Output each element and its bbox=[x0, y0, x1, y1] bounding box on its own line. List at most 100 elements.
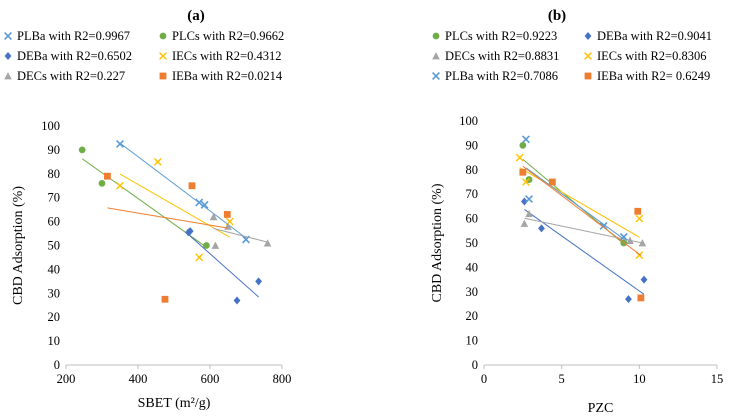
data-point bbox=[203, 242, 210, 249]
legend-item: IEBa with R2=0.0214 bbox=[159, 69, 283, 83]
trendline bbox=[525, 167, 625, 240]
y-tick-label: 20 bbox=[48, 310, 61, 324]
legend-marker bbox=[432, 72, 440, 80]
y-axis-label: CBD Adsorption (%) bbox=[11, 186, 26, 305]
legend-item: DECs with R2=0.8831 bbox=[432, 49, 559, 63]
data-point bbox=[223, 211, 231, 218]
data-point-shape bbox=[153, 157, 162, 166]
legend-item: PLCs with R2=0.9223 bbox=[432, 29, 557, 43]
panel-label: (a) bbox=[187, 8, 205, 24]
data-point-shape bbox=[538, 224, 545, 233]
legend-marker-shape bbox=[159, 32, 167, 40]
y-tick-label: 40 bbox=[48, 262, 61, 276]
legend-label: IECs with R2=0.8306 bbox=[597, 49, 707, 63]
legend-marker bbox=[4, 72, 12, 80]
legend-label: PLBa with R2=0.7086 bbox=[445, 69, 558, 83]
trendline bbox=[522, 165, 642, 256]
legend-marker bbox=[432, 32, 440, 40]
data-point bbox=[186, 227, 194, 236]
data-point-shape bbox=[599, 221, 608, 230]
data-point bbox=[200, 200, 209, 209]
legend-marker bbox=[4, 52, 12, 60]
data-point-shape bbox=[209, 212, 218, 221]
y-tick-label: 0 bbox=[472, 358, 478, 372]
trendline bbox=[524, 209, 645, 295]
data-point bbox=[519, 142, 527, 149]
data-point bbox=[255, 277, 262, 286]
legend-marker bbox=[584, 32, 592, 40]
x-tick-label: 800 bbox=[273, 372, 292, 386]
data-point bbox=[635, 214, 644, 223]
legend-marker bbox=[159, 52, 167, 60]
data-point bbox=[548, 178, 556, 186]
panel-label: (b) bbox=[548, 8, 566, 24]
y-tick-label: 60 bbox=[48, 215, 61, 229]
legend-marker-shape bbox=[432, 32, 440, 40]
data-point-shape bbox=[104, 172, 111, 180]
legend-marker bbox=[159, 72, 167, 80]
x-tick-label: 15 bbox=[711, 372, 724, 386]
y-tick-label: 70 bbox=[48, 191, 61, 205]
legend-item: PLBa with R2=0.7086 bbox=[432, 69, 558, 83]
data-point bbox=[195, 253, 204, 262]
series-PLCs bbox=[519, 142, 628, 247]
legend-marker-shape bbox=[432, 72, 440, 80]
legend-label: DECs with R2=0.8831 bbox=[445, 49, 559, 63]
data-point-shape bbox=[640, 275, 648, 284]
data-point-shape bbox=[116, 181, 124, 190]
data-point bbox=[619, 232, 628, 241]
data-point-shape bbox=[116, 139, 124, 148]
series-DEBa bbox=[185, 227, 262, 305]
x-tick-label: 400 bbox=[129, 372, 148, 386]
data-point-shape bbox=[78, 146, 86, 154]
legend-marker bbox=[584, 52, 592, 60]
x-axis-label: PZC bbox=[588, 401, 614, 416]
trendline bbox=[119, 173, 231, 238]
y-tick-label: 50 bbox=[48, 239, 61, 253]
data-point-shape bbox=[195, 253, 204, 262]
data-point-shape bbox=[186, 227, 194, 236]
x-tick-label: 10 bbox=[633, 372, 646, 386]
data-point-shape bbox=[263, 239, 272, 247]
series-IEBa bbox=[104, 172, 231, 303]
legend-marker bbox=[159, 32, 167, 40]
legend-marker bbox=[432, 52, 440, 60]
legend-marker bbox=[4, 32, 12, 40]
data-point bbox=[522, 178, 530, 186]
data-point-shape bbox=[522, 178, 530, 186]
data-point-shape bbox=[638, 239, 647, 247]
y-tick-label: 30 bbox=[466, 285, 479, 299]
chart-panel-2: (b) PLCs with R2=0.9223 DEBa with R2=0.904… bbox=[430, 8, 723, 416]
data-point-shape bbox=[548, 178, 556, 186]
data-point-shape bbox=[634, 207, 642, 215]
x-tick-label: 0 bbox=[481, 372, 487, 386]
y-tick-label: 10 bbox=[466, 334, 479, 348]
data-point-shape bbox=[233, 296, 241, 305]
data-point bbox=[525, 209, 533, 218]
x-tick-label: 600 bbox=[201, 372, 220, 386]
data-point bbox=[195, 198, 204, 207]
data-point-shape bbox=[223, 211, 231, 218]
data-point bbox=[538, 224, 545, 233]
data-point-shape bbox=[637, 294, 645, 302]
x-tick-label: 200 bbox=[57, 372, 76, 386]
data-point bbox=[211, 241, 220, 249]
data-point-shape bbox=[519, 142, 527, 149]
data-point bbox=[638, 239, 647, 247]
data-point bbox=[626, 236, 634, 244]
legend-label: IEBa with R2=0.0214 bbox=[172, 69, 283, 83]
legend-marker-shape bbox=[584, 52, 592, 60]
series-IEBa bbox=[519, 165, 645, 302]
legend-label: DECs with R2=0.227 bbox=[17, 69, 125, 83]
data-point bbox=[116, 139, 124, 148]
legend-item: DEBa with R2=0.9041 bbox=[584, 29, 712, 43]
x-tick-label: 5 bbox=[559, 372, 565, 386]
legend: PLBa with R2=0.9967 PLCs with R2=0.9662 DE… bbox=[4, 29, 284, 83]
data-point bbox=[209, 212, 218, 221]
data-point-shape bbox=[521, 135, 530, 144]
trendline bbox=[213, 228, 268, 243]
data-point bbox=[637, 294, 645, 302]
data-point bbox=[521, 135, 530, 144]
data-point bbox=[153, 157, 162, 166]
data-point-shape bbox=[255, 277, 262, 286]
